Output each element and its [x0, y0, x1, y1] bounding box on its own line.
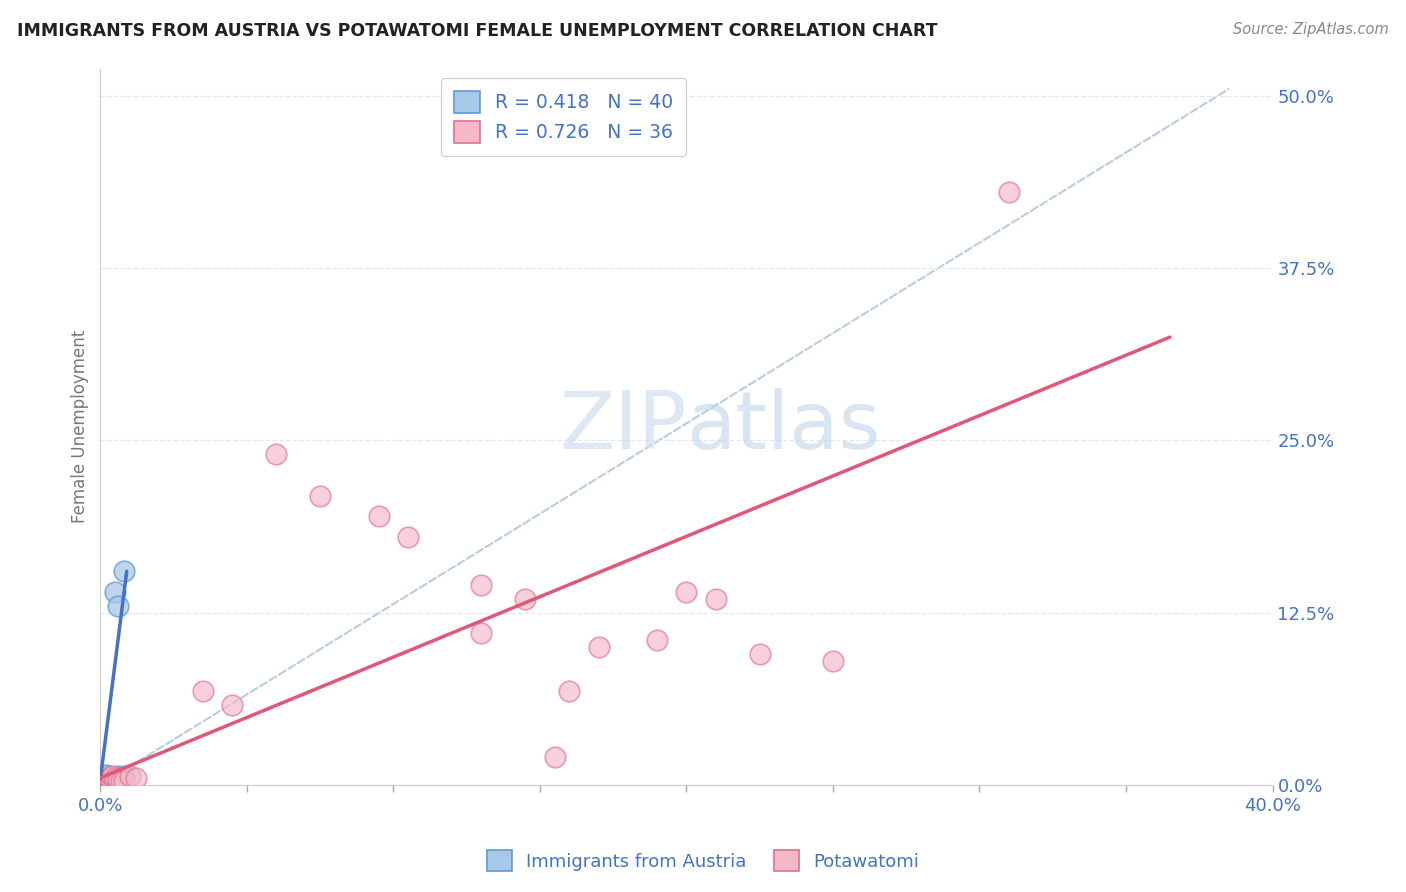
Point	[96, 773, 118, 788]
Point	[91, 771, 114, 785]
Point	[91, 775, 114, 789]
Point	[91, 773, 114, 788]
Point	[110, 773, 132, 788]
Point	[107, 770, 129, 784]
Point	[588, 640, 610, 654]
Point	[96, 778, 118, 792]
Point	[107, 599, 129, 613]
Point	[91, 776, 114, 790]
Point	[104, 771, 127, 785]
Point	[91, 770, 114, 784]
Text: IMMIGRANTS FROM AUSTRIA VS POTAWATOMI FEMALE UNEMPLOYMENT CORRELATION CHART: IMMIGRANTS FROM AUSTRIA VS POTAWATOMI FE…	[17, 22, 938, 40]
Point	[101, 773, 124, 788]
Point	[98, 773, 121, 788]
Point	[96, 776, 118, 790]
Point	[101, 775, 124, 789]
Point	[98, 776, 121, 790]
Point	[221, 698, 243, 712]
Point	[98, 775, 121, 789]
Point	[101, 773, 124, 788]
Point	[558, 684, 581, 698]
Point	[112, 770, 135, 784]
Point	[91, 778, 114, 792]
Text: ZIP: ZIP	[560, 388, 686, 466]
Point	[309, 488, 332, 502]
Point	[96, 775, 118, 789]
Point	[98, 776, 121, 790]
Point	[96, 778, 118, 792]
Point	[101, 771, 124, 785]
Point	[367, 509, 389, 524]
Point	[107, 775, 129, 789]
Point	[101, 772, 124, 787]
Point	[470, 626, 492, 640]
Point	[112, 564, 135, 578]
Point	[104, 775, 127, 789]
Point	[98, 778, 121, 792]
Point	[98, 771, 121, 785]
Point	[101, 778, 124, 792]
Point	[101, 776, 124, 790]
Point	[101, 770, 124, 784]
Y-axis label: Female Unemployment: Female Unemployment	[72, 330, 89, 524]
Point	[118, 770, 141, 784]
Point	[96, 771, 118, 785]
Point	[124, 771, 146, 785]
Point	[191, 684, 214, 698]
Point	[104, 772, 127, 787]
Point	[645, 633, 668, 648]
Point	[96, 768, 118, 782]
Point	[704, 591, 727, 606]
Point	[104, 585, 127, 599]
Point	[104, 771, 127, 785]
Point	[112, 771, 135, 785]
Legend: Immigrants from Austria, Potawatomi: Immigrants from Austria, Potawatomi	[479, 843, 927, 879]
Point	[98, 771, 121, 785]
Point	[110, 771, 132, 785]
Point	[543, 750, 565, 764]
Text: Source: ZipAtlas.com: Source: ZipAtlas.com	[1233, 22, 1389, 37]
Point	[110, 772, 132, 787]
Point	[997, 186, 1019, 200]
Point	[107, 773, 129, 788]
Point	[91, 775, 114, 789]
Point	[91, 778, 114, 792]
Point	[91, 772, 114, 787]
Point	[96, 775, 118, 789]
Point	[98, 773, 121, 788]
Point	[821, 654, 844, 668]
Point	[515, 591, 537, 606]
Legend: R = 0.418   N = 40, R = 0.726   N = 36: R = 0.418 N = 40, R = 0.726 N = 36	[440, 78, 686, 156]
Point	[264, 447, 287, 461]
Point	[107, 772, 129, 787]
Point	[104, 773, 127, 788]
Text: atlas: atlas	[686, 388, 880, 466]
Point	[748, 647, 770, 661]
Point	[470, 578, 492, 592]
Point	[96, 770, 118, 784]
Point	[112, 773, 135, 788]
Point	[675, 585, 697, 599]
Point	[98, 770, 121, 784]
Point	[96, 772, 118, 787]
Point	[396, 530, 419, 544]
Point	[107, 772, 129, 787]
Point	[98, 772, 121, 787]
